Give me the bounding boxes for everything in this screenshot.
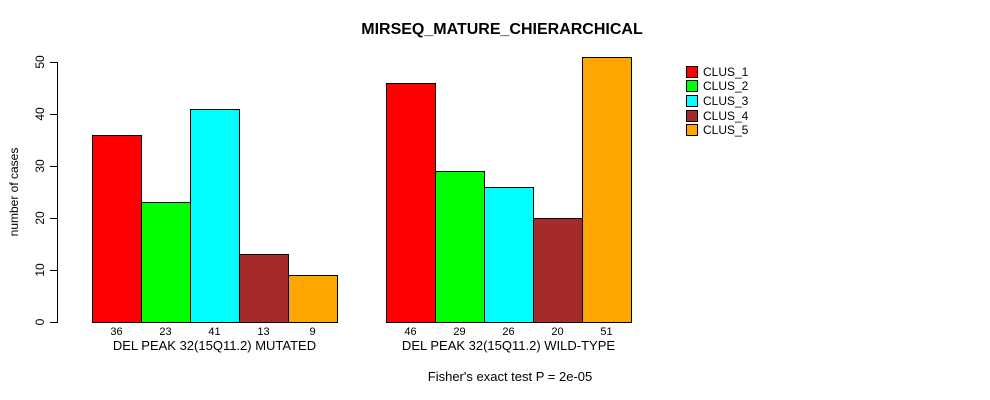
bar-value-label: 51 <box>600 326 613 338</box>
bar-clus_3-group1 <box>190 108 240 323</box>
legend-label: CLUS_3 <box>703 93 749 108</box>
legend-swatch-clus_1 <box>686 65 698 78</box>
bar-clus_5-group2 <box>582 56 632 323</box>
y-tick-label: 0 <box>33 318 47 326</box>
legend-item-clus_5: CLUS_5 <box>686 123 749 138</box>
group-label: DEL PEAK 32(15Q11.2) WILD-TYPE <box>401 338 616 353</box>
y-tick <box>50 218 57 219</box>
legend-label: CLUS_5 <box>703 123 749 138</box>
bar-clus_2-group2 <box>435 171 485 323</box>
y-tick-label: 50 <box>33 55 47 69</box>
bar-clus_4-group2 <box>533 218 583 323</box>
y-tick-label: 10 <box>33 263 47 277</box>
y-tick <box>50 270 57 271</box>
legend-swatch-clus_2 <box>686 80 698 93</box>
y-tick-label: 20 <box>33 211 47 225</box>
legend-label: CLUS_1 <box>703 64 749 79</box>
bar-clus_3-group2 <box>484 186 534 323</box>
bar-value-label: 9 <box>309 326 316 338</box>
y-tick-label: 40 <box>33 107 47 121</box>
legend-item-clus_1: CLUS_1 <box>686 64 749 79</box>
legend-label: CLUS_2 <box>703 79 749 94</box>
chart-title: MIRSEQ_MATURE_CHIERARCHICAL <box>361 21 643 38</box>
bar-clus_2-group1 <box>141 202 191 323</box>
bar-value-label: 41 <box>208 326 221 338</box>
bar-value-label: 46 <box>404 326 417 338</box>
y-tick <box>50 322 57 323</box>
y-axis-line <box>57 62 58 323</box>
legend-swatch-clus_5 <box>686 124 698 137</box>
bar-value-label: 13 <box>257 326 270 338</box>
legend-swatch-clus_4 <box>686 109 698 122</box>
bar-clus_1-group1 <box>92 134 142 323</box>
bar-clus_4-group1 <box>239 254 289 323</box>
bar-clus_1-group2 <box>386 82 436 323</box>
bar-value-label: 36 <box>110 326 123 338</box>
legend-label: CLUS_4 <box>703 108 749 123</box>
legend-item-clus_2: CLUS_2 <box>686 79 749 94</box>
annotation-fisher-test: Fisher's exact test P = 2e-05 <box>427 369 593 384</box>
y-tick <box>50 166 57 167</box>
bar-value-label: 29 <box>453 326 466 338</box>
bar-value-label: 23 <box>159 326 172 338</box>
y-tick <box>50 62 57 63</box>
group-label: DEL PEAK 32(15Q11.2) MUTATED <box>112 338 317 353</box>
bar-value-label: 26 <box>502 326 515 338</box>
y-tick-label: 30 <box>33 159 47 173</box>
legend-item-clus_4: CLUS_4 <box>686 108 749 123</box>
bar-value-label: 20 <box>551 326 564 338</box>
legend-item-clus_3: CLUS_3 <box>686 93 749 108</box>
y-tick <box>50 114 57 115</box>
bar-clus_5-group1 <box>288 275 338 323</box>
legend-swatch-clus_3 <box>686 94 698 107</box>
y-axis-label: number of cases <box>7 147 21 237</box>
